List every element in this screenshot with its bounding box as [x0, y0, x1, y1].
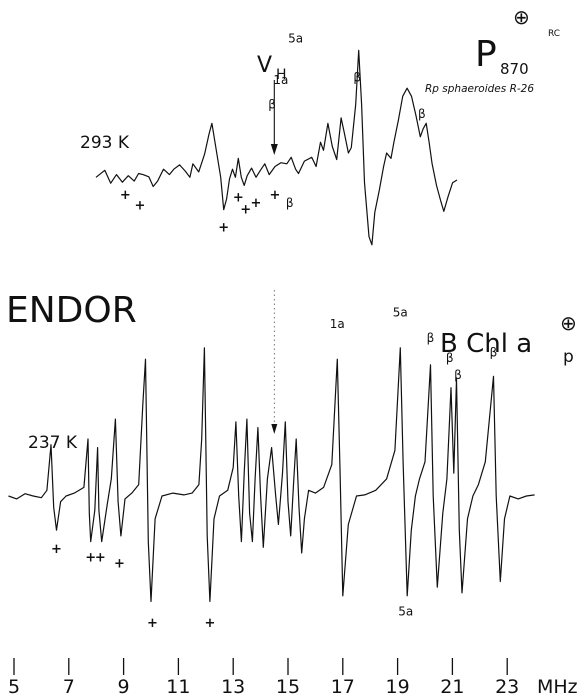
- top-subtitle: Rp sphaeroides R-26: [425, 83, 534, 95]
- bottom-peak-annotation-7: +: [51, 542, 62, 557]
- x-tick-label-17: 17: [331, 676, 355, 698]
- bottom-peak-annotation-3: β: [446, 351, 454, 365]
- bottom-peak-annotation-5: β: [490, 345, 498, 359]
- bottom-spectrum-line: [8, 347, 535, 603]
- bottom-title-superscript: ⊕: [560, 311, 577, 335]
- top-peak-annotation-3: β: [353, 71, 361, 85]
- bottom-title: B Chl a p ⊕: [440, 311, 577, 367]
- bottom-peak-annotation-12: +: [204, 616, 215, 631]
- top-peak-annotation-6: +: [120, 188, 131, 203]
- vh-lower-arrowhead-icon: [271, 424, 278, 434]
- top-peak-annotation-7: +: [135, 199, 146, 214]
- x-axis-unit: MHz: [537, 676, 578, 698]
- vh-subscript: H: [276, 67, 287, 83]
- top-spectrum-line: [95, 49, 458, 246]
- bottom-peak-annotation-2: β: [427, 331, 435, 345]
- top-peak-annotation-4: β: [418, 107, 426, 121]
- x-tick-label-19: 19: [386, 676, 410, 698]
- bottom-title-subscript: p: [563, 347, 574, 367]
- top-peak-annotation-11: +: [251, 196, 262, 211]
- top-peak-annotation-8: +: [218, 220, 229, 235]
- top-peak-annotation-0: β: [268, 98, 276, 112]
- x-tick-label-9: 9: [118, 676, 130, 698]
- top-peak-annotation-9: +: [233, 191, 244, 206]
- top-peak-annotation-1: 1a: [273, 73, 288, 87]
- vh-marker: V H: [257, 53, 287, 434]
- bottom-peak-annotation-9: +: [95, 551, 106, 566]
- x-tick-label-21: 21: [440, 676, 464, 698]
- bottom-peak-annotation-1: 5a: [393, 306, 408, 320]
- x-tick-label-15: 15: [276, 676, 300, 698]
- bottom-peak-annotation-6: 5a: [398, 605, 413, 619]
- top-title-subscript: 870: [500, 60, 529, 78]
- bottom-temperature-label: 237 K: [28, 433, 78, 453]
- top-title-superscript: ⊕: [513, 5, 530, 29]
- top-title: P 870 ⊕ RC: [475, 5, 560, 78]
- vh-label: V: [257, 53, 272, 78]
- top-title-rc: RC: [548, 29, 560, 39]
- vh-arrowhead-icon: [270, 144, 278, 155]
- top-title-main: P: [475, 34, 497, 75]
- top-peak-annotation-5: β: [286, 196, 294, 210]
- x-tick-label-13: 13: [221, 676, 245, 698]
- x-tick-label-23: 23: [495, 676, 519, 698]
- endor-label: ENDOR: [6, 290, 137, 331]
- x-tick-label-11: 11: [166, 676, 190, 698]
- bottom-peak-annotation-0: 1a: [330, 317, 345, 331]
- x-axis: MHz 5 7 9 11 13 15 17 19 21 23: [8, 658, 578, 698]
- bottom-peak-annotation-10: +: [114, 556, 125, 571]
- top-peak-annotation-2: 5a: [288, 31, 303, 45]
- bottom-peak-annotation-4: β: [454, 368, 462, 382]
- x-tick-label-5: 5: [8, 676, 20, 698]
- top-peak-annotation-10: +: [240, 203, 251, 218]
- bottom-peak-annotation-11: +: [147, 616, 158, 631]
- top-temperature-label: 293 K: [80, 133, 130, 153]
- top-peak-annotation-12: +: [270, 188, 281, 203]
- bottom-peak-annotation-8: +: [85, 551, 96, 566]
- x-tick-label-7: 7: [63, 676, 75, 698]
- bottom-title-main: B Chl a: [440, 329, 532, 359]
